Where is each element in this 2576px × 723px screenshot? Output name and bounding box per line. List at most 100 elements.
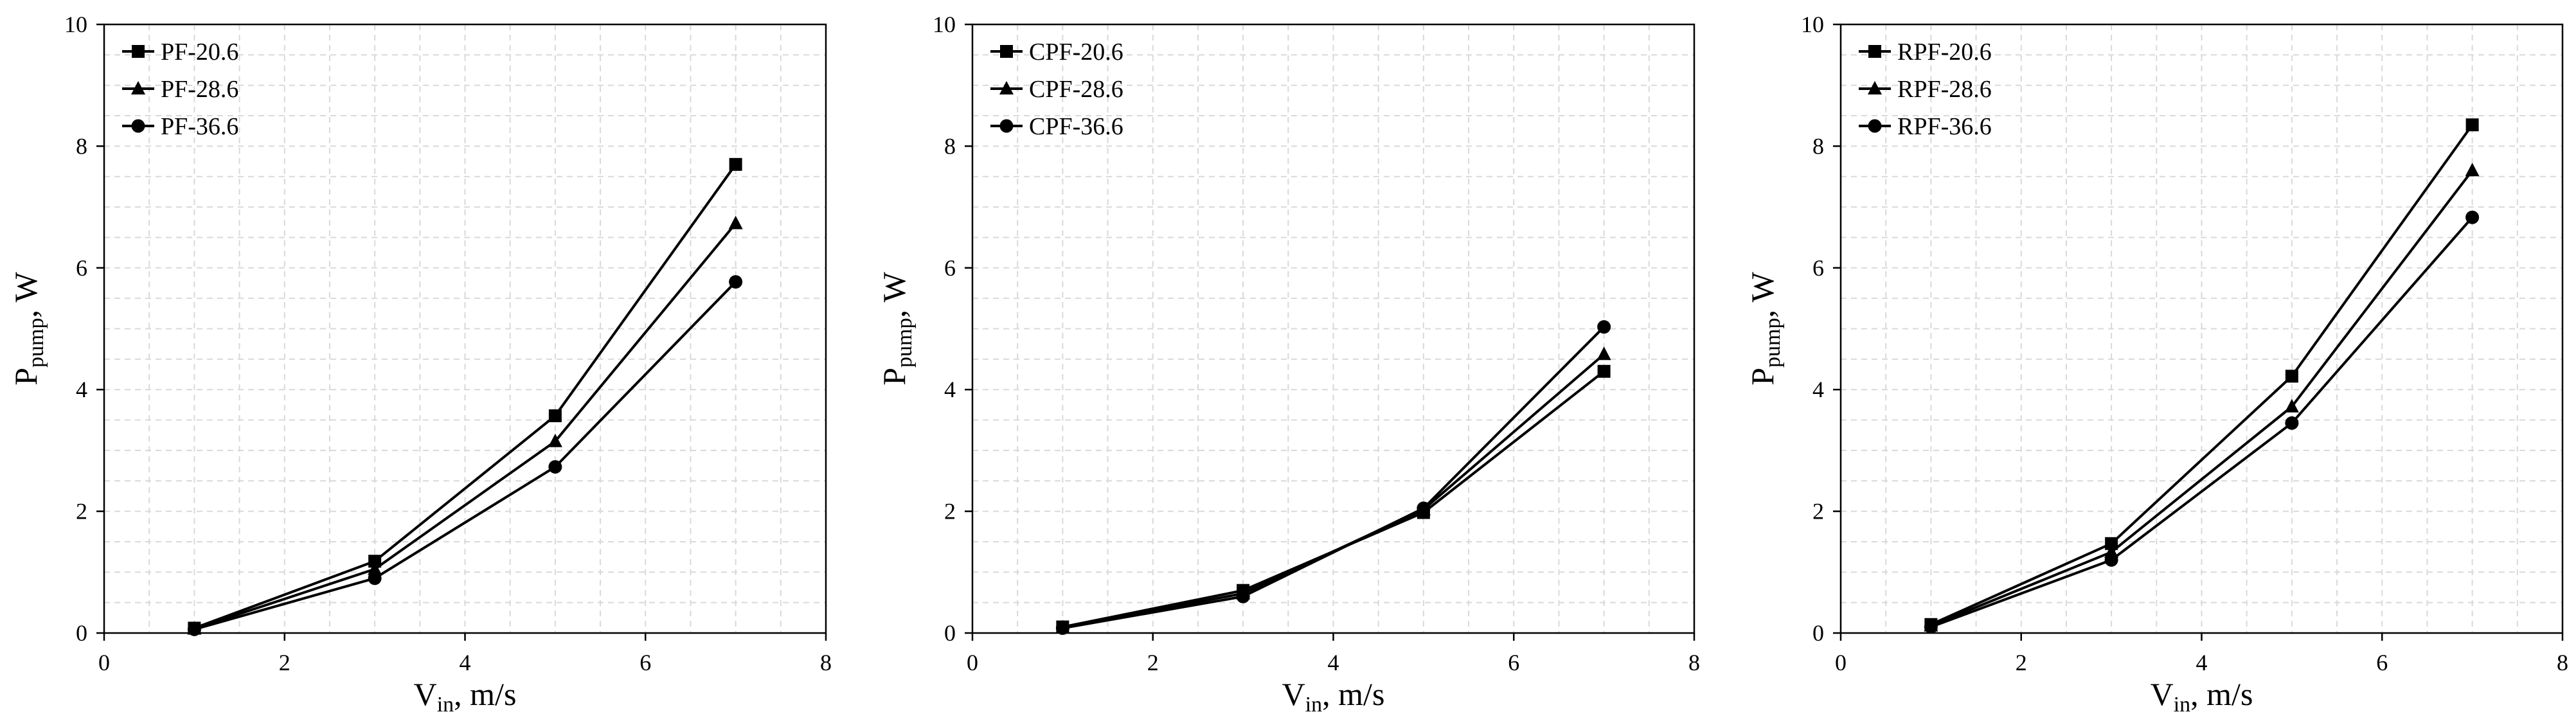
x-tick-label: 4 <box>460 650 471 675</box>
gridlines <box>1841 24 2563 633</box>
y-axis-title-main: P <box>1744 368 1780 386</box>
series-PF-36.6 <box>187 275 743 636</box>
y-tick-label: 6 <box>76 255 87 281</box>
y-axis-title-main: P <box>8 368 44 386</box>
data-point <box>187 622 201 636</box>
data-point <box>2465 118 2479 132</box>
y-tick-label: 10 <box>933 12 956 37</box>
legend-label: PF-28.6 <box>161 76 238 103</box>
data-point <box>1597 364 1611 378</box>
y-axis-title-sub: pump <box>1761 318 1785 368</box>
data-point <box>1597 320 1611 334</box>
legend: PF-20.6 PF-28.6 PF-36.6 <box>122 39 238 140</box>
x-tick-label: 0 <box>1835 650 1847 675</box>
data-point <box>2105 537 2118 550</box>
data-point <box>1924 620 1938 634</box>
legend-label: RPF-20.6 <box>1897 39 1992 66</box>
data-point <box>1597 346 1611 361</box>
x-axis-title: Vin, m/s <box>2151 676 2253 717</box>
x-tick-label: 2 <box>2016 650 2027 675</box>
x-tick-label: 0 <box>98 650 110 675</box>
y-axis-title-rest: , W <box>876 271 912 317</box>
data-point <box>729 275 743 289</box>
x-axis-title-rest: , m/s <box>454 676 516 712</box>
legend-marker <box>1868 81 1882 94</box>
x-tick-label: 6 <box>1508 650 1519 675</box>
y-axis-title: Ppump, W <box>1744 271 1785 385</box>
x-axis-title-sub: in <box>1305 693 1322 717</box>
y-tick-label: 0 <box>1812 620 1824 646</box>
y-tick-label: 6 <box>1812 255 1824 281</box>
y-tick-label: 0 <box>76 620 87 646</box>
data-point <box>368 571 382 585</box>
series-line <box>193 163 737 630</box>
series-CPF-36.6 <box>1055 320 1611 635</box>
y-axis-title-rest: , W <box>8 271 44 317</box>
data-point <box>368 555 382 568</box>
series-line <box>1930 216 2474 629</box>
x-tick-label: 6 <box>2376 650 2388 675</box>
legend-item: CPF-28.6 <box>990 76 1123 103</box>
x-axis-title-rest: , m/s <box>1322 676 1384 712</box>
legend-item: PF-20.6 <box>122 39 238 66</box>
x-tick-label: 0 <box>967 650 978 675</box>
x-axis-title-main: V <box>1282 676 1305 712</box>
y-tick-label: 6 <box>944 255 956 281</box>
data-point <box>2285 416 2299 430</box>
legend-label: RPF-36.6 <box>1897 113 1992 140</box>
series-line <box>1930 124 2474 626</box>
series-line <box>1930 170 2474 627</box>
y-axis-title-sub: pump <box>893 318 917 368</box>
y-tick-label: 2 <box>76 499 87 524</box>
gridlines <box>972 24 1694 633</box>
y-tick-label: 8 <box>944 133 956 159</box>
x-tick-label: 8 <box>1688 650 1700 675</box>
y-tick-label: 8 <box>1812 133 1824 159</box>
data-point <box>548 409 562 422</box>
data-point <box>1417 501 1431 515</box>
x-axis-title-rest: , m/s <box>2190 676 2253 712</box>
series-RPF-36.6 <box>1924 210 2480 634</box>
x-tick-label: 6 <box>640 650 651 675</box>
data-point <box>2465 210 2480 224</box>
legend-marker <box>1868 45 1881 58</box>
legend-marker <box>1868 119 1882 133</box>
data-point <box>548 433 562 447</box>
data-point <box>729 157 742 171</box>
legend-marker <box>131 119 145 133</box>
x-tick-label: 2 <box>279 650 291 675</box>
legend-label: CPF-36.6 <box>1029 113 1123 140</box>
legend-label: CPF-20.6 <box>1029 39 1123 66</box>
data-point <box>2465 163 2480 177</box>
legend-item: RPF-36.6 <box>1859 113 1992 140</box>
legend-marker <box>131 81 145 94</box>
data-point <box>1055 621 1069 635</box>
data-point <box>1236 589 1250 603</box>
y-axis-title: Ppump, W <box>8 271 48 385</box>
x-tick-label: 8 <box>2557 650 2568 675</box>
y-tick-label: 8 <box>76 133 87 159</box>
data-point <box>2104 553 2118 567</box>
legend-item: PF-36.6 <box>122 113 238 140</box>
legend-item: CPF-20.6 <box>990 39 1123 66</box>
y-tick-label: 4 <box>944 377 956 402</box>
y-tick-label: 2 <box>944 499 956 524</box>
data-point <box>2285 370 2298 383</box>
legend-item: PF-28.6 <box>122 76 238 103</box>
y-tick-label: 0 <box>944 620 956 646</box>
legend-item: CPF-36.6 <box>990 113 1123 140</box>
legend-label: PF-20.6 <box>161 39 238 66</box>
legend-label: CPF-28.6 <box>1029 76 1123 103</box>
y-axis-title-sub: pump <box>24 318 48 368</box>
data-point <box>368 561 382 575</box>
x-tick-label: 4 <box>1328 650 1339 675</box>
legend-item: RPF-20.6 <box>1859 39 1992 66</box>
legend-marker <box>132 45 145 58</box>
x-tick-label: 2 <box>1147 650 1159 675</box>
legend-label: RPF-28.6 <box>1897 76 1992 103</box>
legend-marker <box>999 81 1014 94</box>
legend-label: PF-36.6 <box>161 113 238 140</box>
